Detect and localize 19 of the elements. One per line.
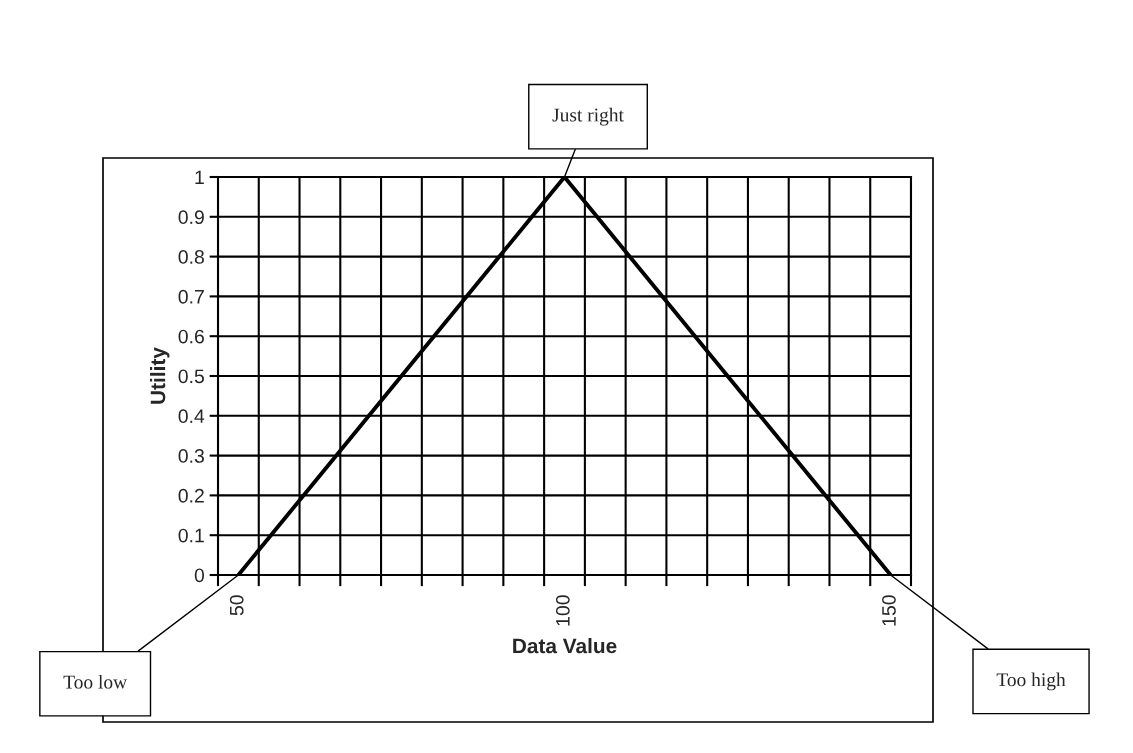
x-tick-label: 50 [229, 595, 244, 616]
y-tick-label: 1 [195, 170, 204, 185]
x-tick-label: 150 [882, 595, 896, 626]
y-tick-label: 0.6 [178, 329, 204, 344]
y-tick-label: 0.9 [178, 210, 204, 225]
x-tick-label: 100 [555, 595, 570, 626]
text: Too low [63, 674, 128, 689]
y-tick-label: 0 [194, 568, 205, 583]
y-tick-label: 0.7 [178, 289, 204, 304]
y-axis-title: Utility [150, 347, 170, 404]
x-axis-title: Data Value [513, 637, 617, 654]
y-tick-label: 0.1 [178, 528, 204, 543]
y-tick-label: 0.2 [178, 488, 204, 503]
y-tick-label: 0.4 [178, 409, 205, 424]
y-tick-label: 0.5 [178, 369, 204, 384]
y-tick-label: 0.3 [178, 449, 204, 463]
y-tick-label: 0.8 [178, 250, 204, 264]
annotation: Just right [552, 107, 624, 126]
text: Too high [996, 672, 1066, 691]
